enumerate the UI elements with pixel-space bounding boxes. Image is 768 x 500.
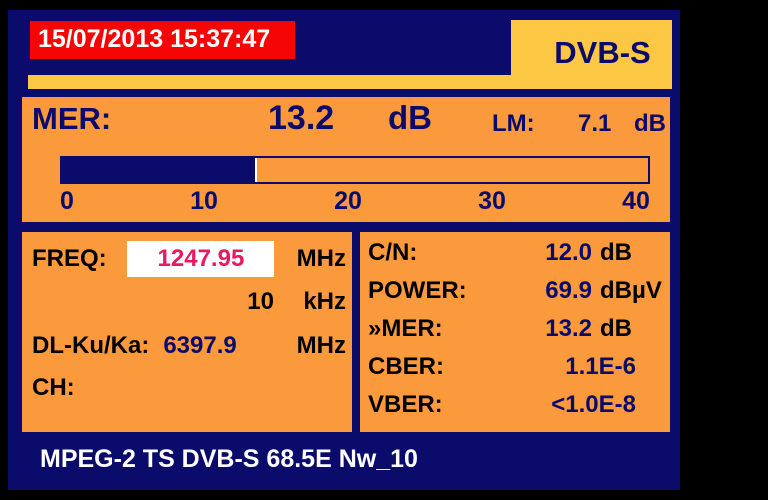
measurement-label: POWER: [368,277,467,304]
signal-bar [60,156,650,184]
measurement-value: <1.0E-8 [551,391,636,418]
measurement-value: 13.2 [545,315,592,342]
scale-tick: 20 [334,187,362,215]
downlink-value: 6397.9 [163,332,237,359]
freq-input[interactable]: 1247.95 [127,241,275,277]
downlink-label: DL-Ku/Ka: [32,332,150,359]
freq-row: FREQ: 1247.95 MHz [32,240,346,278]
mode-badge: DVB-S [511,20,672,89]
lm-value: 7.1 [578,110,612,137]
scale-tick: 40 [622,187,650,215]
mer-panel: MER: 13.2 dB LM: 7.1 dB 0 10 20 30 40 [22,97,670,222]
measurement-row: C/N: 12.0 dB [368,238,658,268]
signal-bar-scale: 0 10 20 30 40 [60,187,650,216]
scale-tick: 10 [190,187,218,215]
measurement-row: CBER: 1.1E-6 [368,352,658,382]
measurement-row: »MER: 13.2 dB [368,314,658,344]
step-row: 10 kHz [32,287,346,317]
measurement-label: VBER: [368,391,443,418]
measurement-label: »MER: [368,315,443,342]
measurement-value: 1.1E-6 [565,353,636,380]
downlink-row: DL-Ku/Ka: 6397.9 MHz [32,331,346,361]
measurement-unit: dB [600,239,632,266]
freq-unit: MHz [296,245,346,272]
scale-tick: 0 [60,187,74,215]
measurement-row: VBER: <1.0E-8 [368,390,658,420]
step-value: 10 [247,288,274,315]
status-bar: MPEG-2 TS DVB-S 68.5E Nw_10 [40,445,418,473]
lm-label: LM: [492,110,535,137]
lm-unit: dB [634,110,666,137]
measurement-label: C/N: [368,239,418,266]
channel-label: CH: [32,374,75,401]
datetime-box: 15/07/2013 15:37:47 [30,21,295,59]
measurement-unit: dB [600,315,632,342]
scale-tick: 30 [478,187,506,215]
measurement-label: CBER: [368,353,444,380]
channel-row: CH: [32,373,346,403]
measurements-panel: C/N: 12.0 dB POWER: 69.9 dBµV »MER: 13.2… [360,232,670,432]
downlink-unit: MHz [296,332,346,359]
meter-screen: 15/07/2013 15:37:47 DVB-S MER: 13.2 dB L… [8,10,680,490]
measurement-value: 69.9 [545,277,592,304]
freq-label: FREQ: [32,245,107,272]
signal-bar-fill [62,158,256,182]
tuning-panel: FREQ: 1247.95 MHz 10 kHz DL-Ku/Ka: 6397.… [22,232,352,432]
mer-unit: dB [388,99,432,136]
step-unit: kHz [303,288,346,315]
mer-label: MER: [32,101,112,136]
measurement-unit: dBµV [600,277,662,304]
measurement-value: 12.0 [545,239,592,266]
measurement-row: POWER: 69.9 dBµV [368,276,662,306]
mer-value: 13.2 [268,99,335,137]
